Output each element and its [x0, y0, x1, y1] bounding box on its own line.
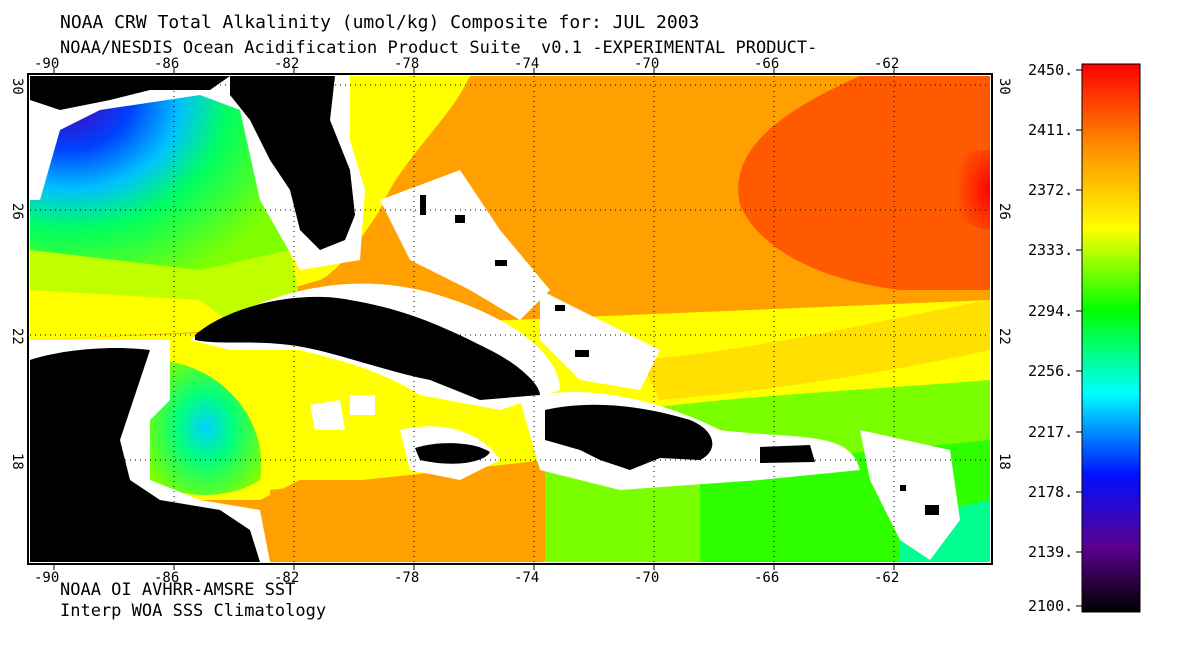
lon-label-bottom: -74 [514, 570, 539, 586]
yucatan [30, 348, 260, 562]
lon-label-bottom: -86 [154, 570, 179, 586]
map-subtitle: NOAA/NESDIS Ocean Acidification Product … [60, 38, 818, 58]
lat-label-right: 18 [996, 453, 1012, 470]
lon-label-bottom: -62 [874, 570, 899, 586]
colorbar-ticks [1076, 69, 1082, 607]
colorbar [1081, 63, 1141, 613]
lon-label-top: -86 [154, 56, 179, 72]
colorbar-label: 2100. [1028, 597, 1073, 615]
lon-label-top: -70 [634, 56, 659, 72]
colorbar-label: 2256. [1028, 362, 1073, 380]
map-frame [27, 73, 993, 565]
lon-label-top: -62 [874, 56, 899, 72]
colorbar-label: 2139. [1028, 543, 1073, 561]
gulf-of-mexico-region [30, 76, 300, 300]
cuba [195, 296, 540, 400]
jamaica [415, 443, 490, 464]
footer-line-1: NOAA OI AVHRR-AMSRE SST [60, 580, 296, 600]
map-title: NOAA CRW Total Alkalinity (umol/kg) Comp… [60, 12, 700, 33]
lon-label-bottom: -78 [394, 570, 419, 586]
lat-label-right: 26 [996, 203, 1012, 220]
lat-label-left: 26 [9, 203, 25, 220]
lon-label-top: -90 [34, 56, 59, 72]
lat-label-left: 18 [9, 453, 25, 470]
colorbar-label: 2411. [1028, 121, 1073, 139]
colorbar-label: 2178. [1028, 483, 1073, 501]
colorbar-label: 2294. [1028, 302, 1073, 320]
colorbar-label: 2450. [1028, 61, 1073, 79]
lon-label-bottom: -70 [634, 570, 659, 586]
lat-label-left: 30 [9, 78, 25, 95]
lon-label-bottom: -82 [274, 570, 299, 586]
hispaniola [545, 404, 713, 470]
lon-label-top: -66 [754, 56, 779, 72]
lon-label-bottom: -66 [754, 570, 779, 586]
florida [230, 76, 355, 250]
colorbar-label: 2333. [1028, 241, 1073, 259]
frame-ticks [53, 68, 895, 570]
colorbar-label: 2217. [1028, 423, 1073, 441]
lat-label-right: 30 [996, 78, 1012, 95]
lat-label-left: 22 [9, 328, 25, 345]
puerto-rico [760, 445, 815, 463]
colorbar-label: 2372. [1028, 181, 1073, 199]
lon-label-top: -74 [514, 56, 539, 72]
high-alkalinity-region [738, 76, 990, 290]
lon-label-top: -82 [274, 56, 299, 72]
lon-label-bottom: -90 [34, 570, 59, 586]
footer-line-2: Interp WOA SSS Climatology [60, 601, 327, 621]
lon-label-top: -78 [394, 56, 419, 72]
graticule [30, 76, 990, 562]
lat-label-right: 22 [996, 328, 1012, 345]
map-field [30, 76, 990, 562]
